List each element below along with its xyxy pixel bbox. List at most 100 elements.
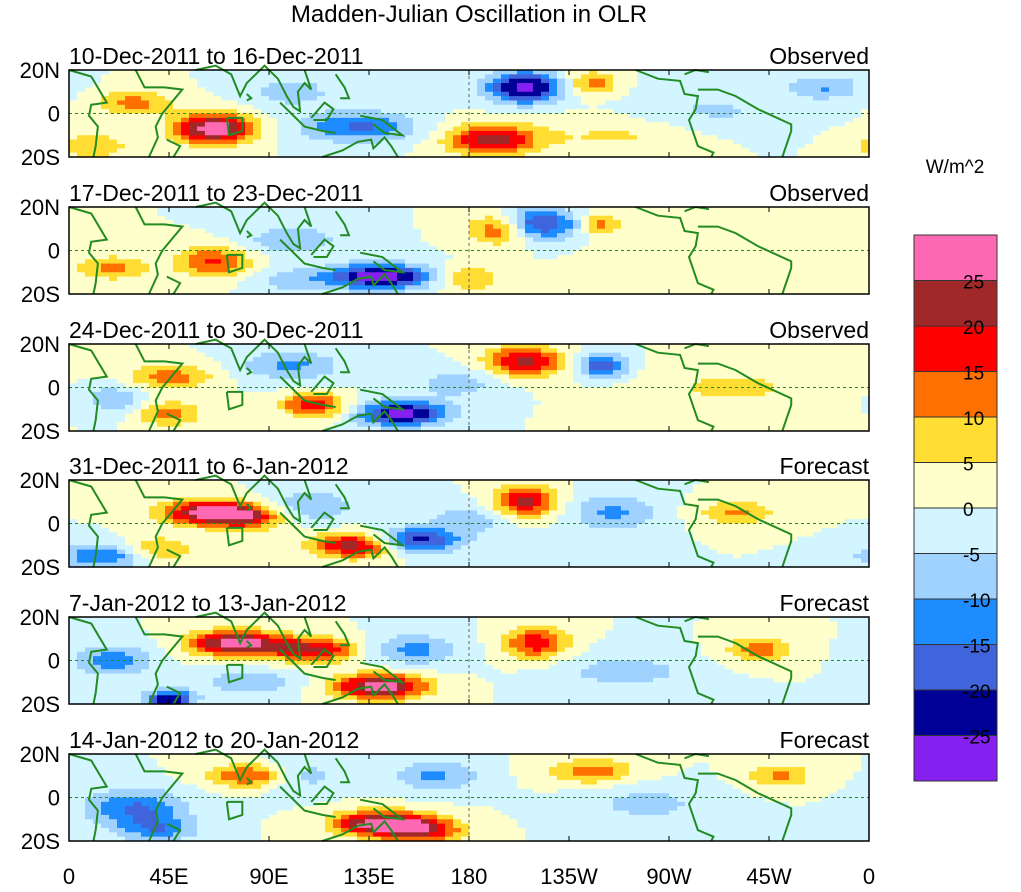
- olr-cell: [405, 83, 414, 88]
- olr-cell: [805, 277, 814, 282]
- olr-cell: [253, 361, 262, 366]
- olr-cell: [709, 79, 718, 84]
- olr-cell: [669, 272, 678, 277]
- olr-cell: [429, 281, 438, 286]
- olr-cell: [573, 285, 582, 290]
- olr-cell: [677, 140, 686, 145]
- olr-cell: [581, 233, 590, 238]
- olr-cell: [189, 422, 198, 427]
- olr-cell: [677, 148, 686, 153]
- olr-cell: [701, 74, 710, 79]
- olr-cell: [365, 233, 374, 238]
- olr-cell: [733, 105, 742, 110]
- olr-cell: [573, 233, 582, 238]
- olr-cell: [453, 224, 462, 229]
- olr-cell: [165, 216, 174, 221]
- olr-cell: [845, 83, 854, 88]
- olr-cell: [77, 92, 86, 97]
- olr-cell: [77, 144, 86, 149]
- olr-cell: [69, 233, 78, 238]
- olr-cell: [493, 264, 502, 269]
- olr-cell: [229, 277, 238, 282]
- olr-cell: [125, 361, 134, 366]
- olr-cell: [117, 105, 126, 110]
- olr-cell: [301, 268, 310, 273]
- olr-cell: [101, 216, 110, 221]
- olr-cell: [437, 281, 446, 286]
- olr-cell: [397, 401, 406, 406]
- olr-cell: [677, 114, 686, 119]
- olr-cell: [93, 233, 102, 238]
- panel-period: 17-Dec-2011 to 23-Dec-2011: [69, 180, 364, 206]
- olr-cell: [501, 92, 510, 97]
- olr-cell: [197, 131, 206, 136]
- olr-cell: [357, 285, 366, 290]
- olr-cell: [773, 272, 782, 277]
- olr-cell: [165, 392, 174, 397]
- olr-cell: [701, 277, 710, 282]
- olr-cell: [333, 418, 342, 423]
- olr-cell: [253, 220, 262, 225]
- olr-cell: [509, 140, 518, 145]
- olr-cell: [349, 272, 358, 277]
- olr-cell: [77, 396, 86, 401]
- olr-cell: [293, 79, 302, 84]
- olr-cell: [77, 418, 86, 423]
- olr-cell: [461, 122, 470, 127]
- olr-cell: [677, 211, 686, 216]
- olr-cell: [589, 237, 598, 242]
- olr-cell: [485, 255, 494, 260]
- olr-cell: [741, 122, 750, 127]
- olr-cell: [261, 392, 270, 397]
- olr-cell: [101, 251, 110, 256]
- olr-cell: [421, 255, 430, 260]
- olr-cell: [405, 242, 414, 247]
- olr-cell: [189, 366, 198, 371]
- olr-cell: [485, 224, 494, 229]
- olr-cell: [197, 224, 206, 229]
- olr-cell: [181, 100, 190, 105]
- olr-cell: [637, 144, 646, 149]
- olr-cell: [645, 87, 654, 92]
- olr-cell: [309, 268, 318, 273]
- olr-cell: [445, 118, 454, 123]
- olr-cell: [557, 100, 566, 105]
- olr-cell: [413, 396, 422, 401]
- olr-cell: [101, 281, 110, 286]
- olr-cell: [173, 409, 182, 414]
- olr-cell: [437, 100, 446, 105]
- olr-cell: [333, 220, 342, 225]
- olr-cell: [765, 83, 774, 88]
- olr-cell: [317, 418, 326, 423]
- olr-cell: [429, 272, 438, 277]
- olr-cell: [365, 264, 374, 269]
- olr-cell: [317, 281, 326, 286]
- olr-cell: [269, 114, 278, 119]
- olr-cell: [317, 216, 326, 221]
- olr-cell: [429, 285, 438, 290]
- olr-cell: [541, 237, 550, 242]
- olr-cell: [373, 285, 382, 290]
- olr-cell: [581, 216, 590, 221]
- olr-cell: [277, 277, 286, 282]
- olr-cell: [213, 379, 222, 384]
- olr-cell: [813, 127, 822, 132]
- olr-cell: [477, 114, 486, 119]
- olr-cell: [765, 237, 774, 242]
- olr-cell: [453, 272, 462, 277]
- olr-cell: [221, 361, 230, 366]
- olr-cell: [613, 277, 622, 282]
- olr-cell: [373, 242, 382, 247]
- olr-cell: [453, 118, 462, 123]
- olr-cell: [85, 92, 94, 97]
- olr-cell: [445, 255, 454, 260]
- olr-cell: [821, 220, 830, 225]
- olr-cell: [229, 272, 238, 277]
- olr-cell: [533, 251, 542, 256]
- olr-cell: [301, 224, 310, 229]
- olr-cell: [101, 255, 110, 260]
- olr-cell: [285, 220, 294, 225]
- olr-cell: [725, 242, 734, 247]
- olr-cell: [605, 140, 614, 145]
